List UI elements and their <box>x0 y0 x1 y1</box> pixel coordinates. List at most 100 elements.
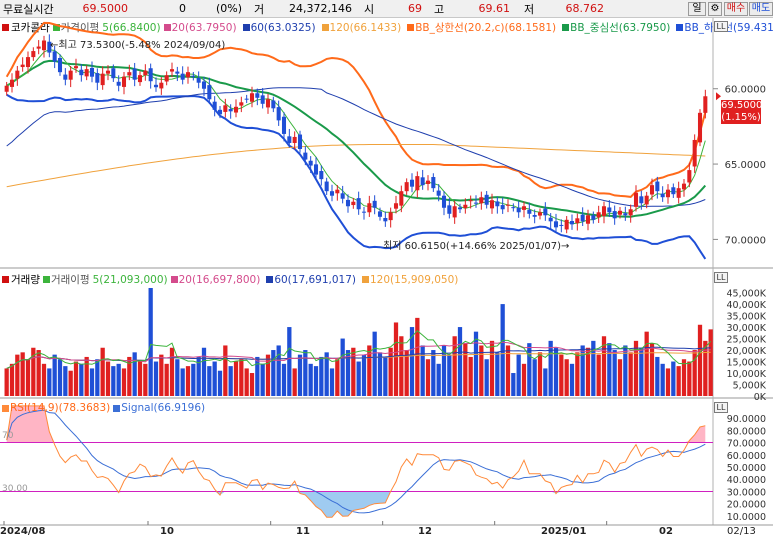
price-change: 0 <box>179 2 186 15</box>
volume-title[interactable]: 거래량 <box>11 274 40 286</box>
candle-body <box>351 201 356 206</box>
legend-ma120[interactable]: 120(66.1433) <box>321 22 405 34</box>
candle-body <box>196 77 201 83</box>
legend-bb-lower-text: BB_하한선(59.4319) <box>684 22 773 34</box>
quote-status-bar: 무료실시간 69.5000 0 (0%) 거 24,372,146 시 69 고… <box>0 0 773 18</box>
legend-ma60[interactable]: 60(63.0325) <box>242 22 319 34</box>
volume-bar <box>569 363 575 396</box>
candle-body <box>52 51 57 62</box>
volume-bar <box>516 354 521 396</box>
volume-bar <box>116 363 121 396</box>
vol-legend-ma120[interactable]: 120(15,909,050) <box>362 274 461 286</box>
volume-bar <box>676 366 681 396</box>
volume-bar <box>281 363 287 396</box>
volume-bar <box>580 345 585 396</box>
volume-bar <box>159 354 164 396</box>
volume-y-tick-label: 0K <box>754 392 767 403</box>
volume-bar <box>297 354 303 396</box>
candle-body <box>495 201 500 207</box>
vol-legend-ma20[interactable]: 20(16,697,800) <box>170 274 264 286</box>
volume-bar <box>292 368 297 396</box>
price-panel-log-icon[interactable]: LL <box>714 21 728 32</box>
candle-body <box>313 164 319 175</box>
legend-ma20[interactable]: 20(63.7950) <box>163 22 240 34</box>
volume-bar <box>372 331 377 396</box>
price-y-tick-label: 65.0000 <box>725 160 766 171</box>
volume-bar <box>425 359 431 396</box>
candle-body <box>676 188 681 198</box>
candle-body <box>367 203 372 213</box>
vol-legend-ma5[interactable]: 5(21,093,000) <box>92 273 168 286</box>
volume-bar <box>601 336 607 396</box>
rsi-panel-log-icon[interactable]: LL <box>714 402 728 413</box>
candle-body <box>703 96 708 113</box>
candle-body <box>511 207 516 209</box>
volume-bar <box>431 350 436 396</box>
volume-bar <box>564 359 569 396</box>
legend-square-icon <box>676 24 684 31</box>
candle-body <box>84 69 89 77</box>
candle-body <box>308 160 313 166</box>
candle-body <box>585 215 591 224</box>
signal-legend-text[interactable]: Signal(66.9196) <box>121 402 206 414</box>
volume-bar <box>233 361 239 396</box>
volume-bar <box>612 350 617 396</box>
low-note: 최저 60.6150(+14.66% 2025/01/07)→ <box>383 241 570 252</box>
volume-bar <box>313 366 319 396</box>
current-price: 69.5000 <box>82 2 129 15</box>
legend-square-icon <box>407 24 415 31</box>
legend-bb-mid[interactable]: BB_중심선(63.7950) <box>562 20 673 35</box>
candle-body <box>393 203 399 209</box>
volume-bar <box>79 363 84 396</box>
x-label-dec: 12 <box>418 526 432 537</box>
volume-bar <box>644 331 649 396</box>
ma-title[interactable]: 가격이평 <box>60 22 100 34</box>
volume-bar <box>457 327 463 396</box>
candle-body <box>527 209 532 214</box>
volume-bar <box>623 345 628 396</box>
buy-button[interactable]: 매수 <box>724 2 748 16</box>
candle-body <box>89 67 95 77</box>
volume-bar <box>543 368 548 396</box>
legend-square-icon <box>362 275 369 283</box>
price-tag: 69.5000 (1.15%) <box>721 100 762 124</box>
candle-body <box>287 136 292 143</box>
legend-square-icon <box>321 23 329 31</box>
settings-button[interactable]: ⚙ <box>708 2 722 16</box>
volume-panel-log-icon[interactable]: LL <box>714 272 728 283</box>
legend-ma5[interactable]: 5(66.8400) <box>102 21 161 34</box>
candle-body <box>201 81 207 89</box>
volume-value: 24,372,146 <box>289 2 352 15</box>
volume-y-tick-label: 40,000K <box>727 300 767 311</box>
volume-bar <box>20 352 25 396</box>
volume-y-tick-label: 30,000K <box>727 323 767 334</box>
volume-bar <box>511 373 516 396</box>
candle-body <box>649 185 655 195</box>
rsi-legend-text[interactable]: RSI(14,9)(78.3683) <box>10 402 111 414</box>
stock-name[interactable]: 코카콜라 <box>11 22 50 34</box>
vol-legend-ma60[interactable]: 60(17,691,017) <box>266 274 359 286</box>
sell-button[interactable]: 매도 <box>749 2 773 16</box>
candle-body <box>473 202 479 204</box>
candle-body <box>420 177 425 186</box>
candle-body <box>276 107 281 121</box>
volume-bar <box>639 347 644 396</box>
candle-body <box>505 204 511 206</box>
volume-ma-title[interactable]: 거래이평 <box>50 274 90 286</box>
volume-bar <box>36 350 41 396</box>
candle-body <box>655 181 660 192</box>
candle-body <box>553 221 559 228</box>
volume-bar <box>217 370 223 396</box>
price-legend: 코카콜라 가격이평 5(66.8400) 20(63.7950) 60(63.0… <box>0 20 773 35</box>
candle-body <box>697 112 703 143</box>
volume-bar <box>335 359 340 396</box>
volume-bar <box>73 361 79 396</box>
legend-bb-upper[interactable]: BB_상한선(20.2,c)(68.1581) <box>407 20 559 35</box>
x-label-oct: 10 <box>160 526 174 537</box>
legend-square-icon <box>2 24 9 31</box>
rsi-level-70-label: 70 <box>2 431 14 441</box>
volume-bar <box>132 352 137 396</box>
candle-body <box>319 170 324 180</box>
period-day-button[interactable]: 일 <box>688 2 706 16</box>
